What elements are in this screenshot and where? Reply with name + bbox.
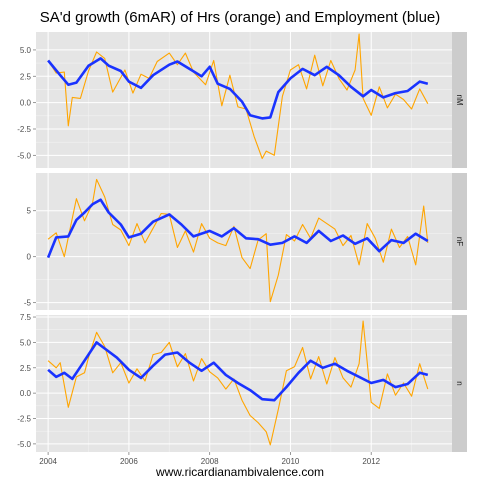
chart-caption: www.ricardianambivalence.com bbox=[155, 465, 324, 479]
facet-strip-label: nF bbox=[455, 237, 464, 246]
y-tick-label: -5.0 bbox=[17, 440, 31, 449]
series-line-employment bbox=[46, 198, 429, 259]
panel-n: -5.0 -2.5 0.0 2.5 5.0 7.5 n bbox=[17, 313, 467, 452]
series-line-employment bbox=[47, 57, 429, 120]
facet-strip-label: n bbox=[455, 381, 464, 385]
x-tick-label: 2006 bbox=[120, 457, 138, 466]
x-tick-label: 2012 bbox=[362, 457, 380, 466]
y-tick-label: 0.0 bbox=[20, 99, 32, 108]
y-tick-label: -5.0 bbox=[17, 151, 31, 160]
y-tick-label: 5 bbox=[27, 207, 32, 216]
y-tick-label: -5 bbox=[24, 299, 32, 308]
facet-strip bbox=[452, 315, 467, 452]
y-tick-label: 5.0 bbox=[20, 338, 32, 347]
x-tick-label: 2008 bbox=[201, 457, 219, 466]
panel-background bbox=[36, 315, 452, 452]
y-tick-label: 0.0 bbox=[20, 389, 32, 398]
panel-nf: -5 0 5 nF bbox=[24, 173, 467, 310]
series-line-hours bbox=[47, 178, 429, 303]
y-tick-label: 5.0 bbox=[20, 46, 32, 55]
panels: -5.0 -2.5 0.0 2.5 5.0 nM -5 0 5 nF -5.0 -2.5 0.0 2.5 5… bbox=[17, 32, 467, 452]
y-tick-label: 0 bbox=[27, 253, 32, 262]
x-tick-label: 2004 bbox=[39, 457, 57, 466]
facet-strip bbox=[452, 173, 467, 310]
y-tick-label: 7.5 bbox=[20, 313, 32, 322]
y-tick-label: -2.5 bbox=[17, 125, 31, 134]
facet-strip bbox=[452, 32, 467, 168]
y-tick-label: 2.5 bbox=[20, 72, 32, 81]
series-line-employment bbox=[47, 341, 429, 402]
panel-background bbox=[36, 32, 452, 168]
x-axis: 2004 2006 2008 2010 2012 bbox=[39, 452, 381, 466]
x-tick-label: 2010 bbox=[282, 457, 300, 466]
chart-title: SA'd growth (6mAR) of Hrs (orange) and E… bbox=[40, 9, 441, 26]
y-tick-label: -2.5 bbox=[17, 415, 31, 424]
facet-strip-label: nM bbox=[455, 94, 464, 105]
y-tick-label: 2.5 bbox=[20, 364, 32, 373]
panel-nm: -5.0 -2.5 0.0 2.5 5.0 nM bbox=[17, 32, 467, 168]
panel-background bbox=[36, 173, 452, 310]
